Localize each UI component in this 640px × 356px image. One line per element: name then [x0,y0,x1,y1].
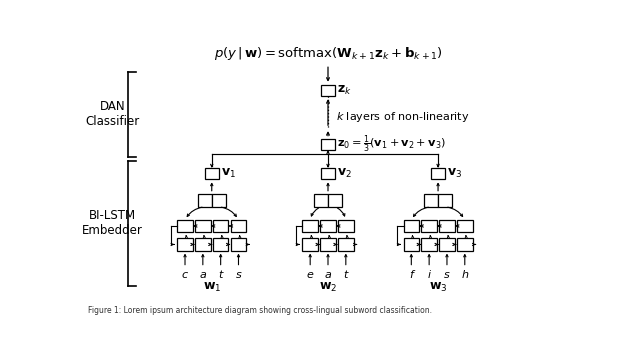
Text: Figure 1: Lorem ipsum architecture diagram showing cross-lingual subword classif: Figure 1: Lorem ipsum architecture diagr… [88,306,432,315]
Text: $\mathbf{w}_1$: $\mathbf{w}_1$ [202,281,221,294]
Text: h: h [461,270,468,280]
Text: $\mathbf{z}_k$: $\mathbf{z}_k$ [337,84,352,97]
Bar [338,238,353,251]
Bar [303,238,318,251]
Text: s: s [236,270,241,280]
Bar [421,220,437,232]
Bar [338,220,353,232]
Text: t: t [344,270,348,280]
Bar [457,220,472,232]
Bar [314,194,328,207]
Text: $\mathbf{v}_1$: $\mathbf{v}_1$ [221,167,236,180]
Text: $\mathbf{z}_0 = \frac{1}{3}(\mathbf{v}_1 + \mathbf{v}_2 + \mathbf{v}_3)$: $\mathbf{z}_0 = \frac{1}{3}(\mathbf{v}_1… [337,134,446,155]
Text: $\mathbf{v}_3$: $\mathbf{v}_3$ [447,167,463,180]
Text: $\mathbf{w}_3$: $\mathbf{w}_3$ [429,281,447,294]
Bar [231,238,246,251]
Bar [424,194,438,207]
Text: t: t [218,270,223,280]
Bar [404,238,419,251]
Text: f: f [410,270,413,280]
Bar [177,238,193,251]
Bar [195,238,211,251]
Bar [177,220,193,232]
Bar [457,238,472,251]
Bar [321,85,335,96]
Text: a: a [200,270,206,280]
Bar [439,220,454,232]
Bar [404,220,419,232]
Bar [321,168,335,179]
Bar [213,238,228,251]
Bar [438,194,452,207]
Bar [328,194,342,207]
Bar [439,238,454,251]
Bar [431,168,445,179]
Bar [231,220,246,232]
Bar [320,220,336,232]
Text: BI-LSTM
Embedder: BI-LSTM Embedder [82,209,143,237]
Bar [198,194,212,207]
Bar [421,238,437,251]
Bar [205,168,219,179]
Text: $\mathbf{v}_2$: $\mathbf{v}_2$ [337,167,352,180]
Bar [212,194,226,207]
Text: c: c [182,270,188,280]
Text: i: i [428,270,431,280]
Text: a: a [324,270,332,280]
Text: e: e [307,270,314,280]
Bar [320,238,336,251]
Bar [303,220,318,232]
Text: $p(y\,|\,\mathbf{w}) = \mathrm{softmax}(\mathbf{W}_{k+1}\mathbf{z}_k + \mathbf{b: $p(y\,|\,\mathbf{w}) = \mathrm{softmax}(… [214,45,442,62]
Text: DAN
Classifier: DAN Classifier [85,100,140,128]
Bar [321,138,335,150]
Bar [195,220,211,232]
Text: $\mathbf{w}_2$: $\mathbf{w}_2$ [319,281,337,294]
Bar [213,220,228,232]
Text: s: s [444,270,450,280]
Text: $k$ layers of non-linearity: $k$ layers of non-linearity [336,110,469,124]
